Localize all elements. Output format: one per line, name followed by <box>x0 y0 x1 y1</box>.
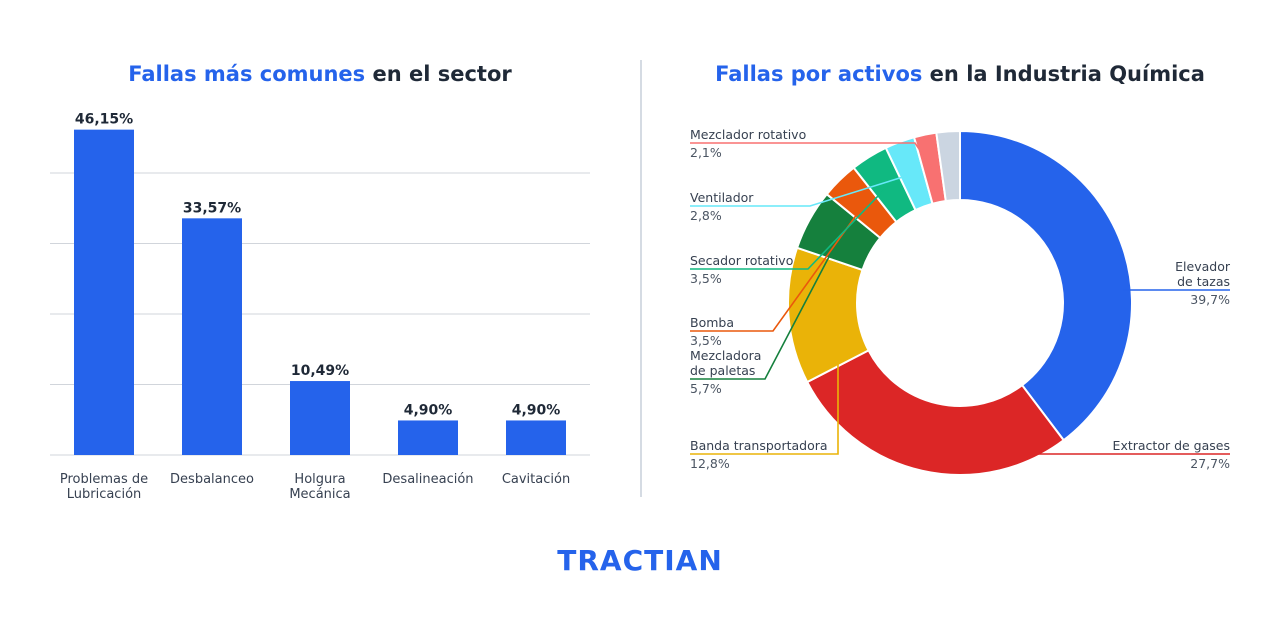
donut-leader-line <box>690 310 839 455</box>
bar-chart-title-accent: Fallas más comunes <box>128 62 366 86</box>
donut-label-name: Ventilador <box>690 190 754 205</box>
bar <box>506 420 566 455</box>
donut-label-name-line: Secador rotativo <box>690 253 793 268</box>
donut-leader-line <box>690 173 913 207</box>
bar-category-label: Cavitación <box>502 472 570 487</box>
donut-slice <box>935 129 961 203</box>
donut-label-value: 27,7% <box>1190 456 1230 471</box>
bar-category-line: Desalineación <box>382 472 473 487</box>
bar-category-line: Lubricación <box>67 487 142 502</box>
bar <box>182 218 242 455</box>
donut-label-name-line: de paletas <box>690 363 755 378</box>
donut-label-name-line: Ventilador <box>690 190 754 205</box>
bar <box>290 381 350 455</box>
donut-label-name: Secador rotativo <box>690 253 793 268</box>
donut-label-name: Mezclador rotativo <box>690 127 806 142</box>
bar-value-label: 4,90% <box>512 402 561 418</box>
bar-category-label: Holgura Mecánica <box>289 472 350 502</box>
bar-category-line: Mecánica <box>289 487 350 502</box>
donut-label-name-line: Mezcladora <box>690 348 761 363</box>
tractian-logo: TRACTIAN <box>557 544 723 577</box>
donut-label-name: Mezcladora de paletas <box>690 348 761 378</box>
donut-chart-title: Fallas por activos en la Industria Quími… <box>660 62 1260 86</box>
bar-category-line: Problemas de <box>60 472 148 487</box>
donut-label-name-line: Extractor de gases <box>1113 438 1230 453</box>
donut-label-name-line: Elevador <box>1175 259 1231 274</box>
donut-leader-line <box>690 236 841 380</box>
donut-leader-line <box>690 185 888 270</box>
donut-label-name-line: Mezclador rotativo <box>690 127 806 142</box>
bar-category-line: Desbalanceo <box>170 472 254 487</box>
bar <box>398 420 458 455</box>
donut-label-name-line: Banda transportadora <box>690 438 828 453</box>
donut-label-name: Elevador de tazas <box>1175 259 1231 289</box>
chart-divider <box>640 60 642 497</box>
bar-value-label: 33,57% <box>183 200 241 216</box>
bar-value-label: 4,90% <box>404 402 453 418</box>
donut-label-name-line: de tazas <box>1177 274 1230 289</box>
bar-category-label: Problemas de Lubricación <box>60 472 148 502</box>
donut-label-value: 3,5% <box>690 333 722 348</box>
donut-chart-title-rest: en la Industria Química <box>922 62 1205 86</box>
donut-slice <box>959 129 1133 442</box>
bar-value-label: 10,49% <box>291 363 349 379</box>
donut-leader-line <box>690 142 933 169</box>
bar-category-line: Holgura <box>294 472 345 487</box>
bar-category-label: Desalineación <box>382 472 473 487</box>
bar-chart-title: Fallas más comunes en el sector <box>40 62 600 86</box>
donut-label-name: Bomba <box>690 315 734 330</box>
bar-category-line: Cavitación <box>502 472 570 487</box>
bar-chart: 46,15% Problemas de Lubricación 33,57% Desba… <box>50 112 590 502</box>
donut-label-value: 2,1% <box>690 145 722 160</box>
donut-label-value: 3,5% <box>690 271 722 286</box>
donut-label-value: 39,7% <box>1190 292 1230 307</box>
bar <box>74 129 134 455</box>
bar-value-label: 46,15% <box>75 112 133 128</box>
donut-label-value: 2,8% <box>690 208 722 223</box>
donut-label-name-line: Bomba <box>690 315 734 330</box>
bar-chart-title-rest: en el sector <box>365 62 512 86</box>
donut-chart-title-accent: Fallas por activos <box>715 62 923 86</box>
donut-leader-line <box>690 204 865 332</box>
donut-slice <box>805 348 1066 476</box>
donut-label-value: 12,8% <box>690 456 730 471</box>
donut-label-value: 5,7% <box>690 381 722 396</box>
bar-category-label: Desbalanceo <box>170 472 254 487</box>
donut-label-name: Banda transportadora <box>690 438 828 453</box>
donut-label-name: Extractor de gases <box>1113 438 1230 453</box>
